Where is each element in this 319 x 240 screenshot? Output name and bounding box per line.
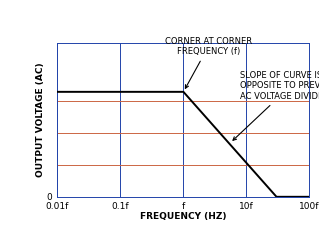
X-axis label: FREQUENCY (HZ): FREQUENCY (HZ): [140, 212, 227, 221]
Text: CORNER AT CORNER
FREQUENCY (f): CORNER AT CORNER FREQUENCY (f): [165, 36, 252, 88]
Text: SLOPE OF CURVE IS
OPPOSITE TO PREVIOUS
AC VOLTAGE DIVIDER: SLOPE OF CURVE IS OPPOSITE TO PREVIOUS A…: [233, 71, 319, 140]
Y-axis label: OUTPUT VOLTAGE (AC): OUTPUT VOLTAGE (AC): [36, 63, 45, 177]
